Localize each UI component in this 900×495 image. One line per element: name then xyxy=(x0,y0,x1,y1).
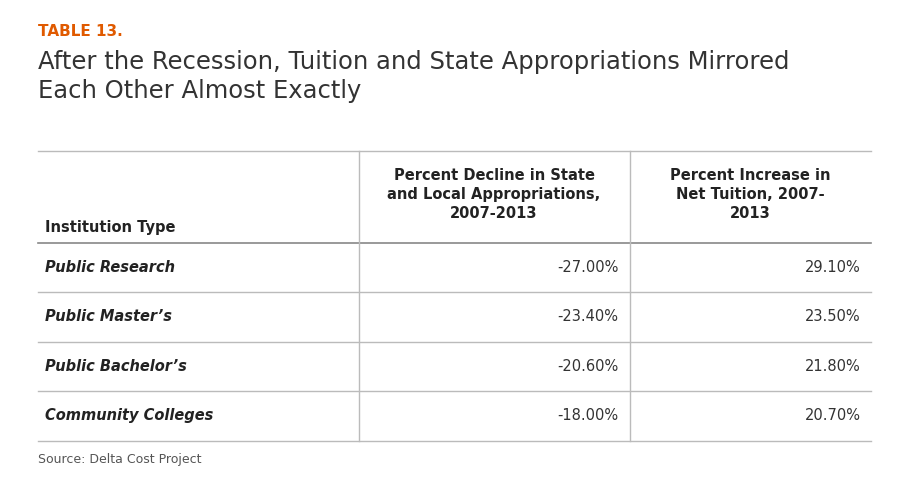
Text: Community Colleges: Community Colleges xyxy=(45,408,213,423)
Text: Percent Decline in State
and Local Appropriations,
2007-2013: Percent Decline in State and Local Appro… xyxy=(388,168,600,221)
Text: Source: Delta Cost Project: Source: Delta Cost Project xyxy=(38,453,202,466)
Text: 23.50%: 23.50% xyxy=(805,309,860,324)
Text: Institution Type: Institution Type xyxy=(45,220,176,235)
Text: Public Research: Public Research xyxy=(45,260,175,275)
Text: Each Other Almost Exactly: Each Other Almost Exactly xyxy=(38,79,361,103)
Text: -18.00%: -18.00% xyxy=(558,408,618,423)
Text: Percent Increase in
Net Tuition, 2007-
2013: Percent Increase in Net Tuition, 2007- 2… xyxy=(670,168,831,221)
Text: 29.10%: 29.10% xyxy=(805,260,860,275)
Text: 21.80%: 21.80% xyxy=(805,359,860,374)
Text: TABLE 13.: TABLE 13. xyxy=(38,24,122,39)
Text: 20.70%: 20.70% xyxy=(805,408,860,423)
Text: -20.60%: -20.60% xyxy=(557,359,618,374)
Text: -23.40%: -23.40% xyxy=(558,309,618,324)
Text: Public Master’s: Public Master’s xyxy=(45,309,172,324)
Text: -27.00%: -27.00% xyxy=(557,260,618,275)
Text: Public Bachelor’s: Public Bachelor’s xyxy=(45,359,187,374)
Text: After the Recession, Tuition and State Appropriations Mirrored: After the Recession, Tuition and State A… xyxy=(38,50,789,73)
